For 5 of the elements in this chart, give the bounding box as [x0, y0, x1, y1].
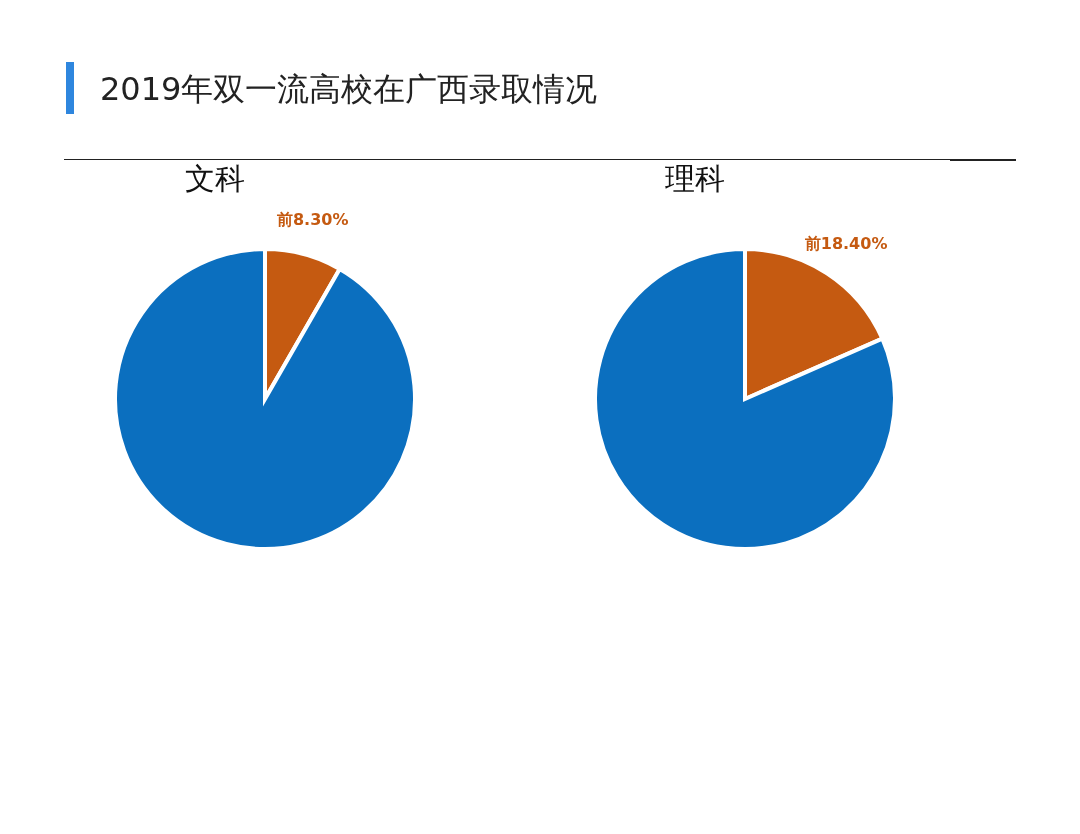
- text: 2019年双一流高校在广西录取情况: [100, 69, 598, 110]
- data-label: 前18.40%: [803, 234, 888, 254]
- data-label: 前8.30%: [275, 210, 349, 230]
- chart-title: 文科: [185, 161, 245, 196]
- chart-title: 理科: [665, 161, 725, 196]
